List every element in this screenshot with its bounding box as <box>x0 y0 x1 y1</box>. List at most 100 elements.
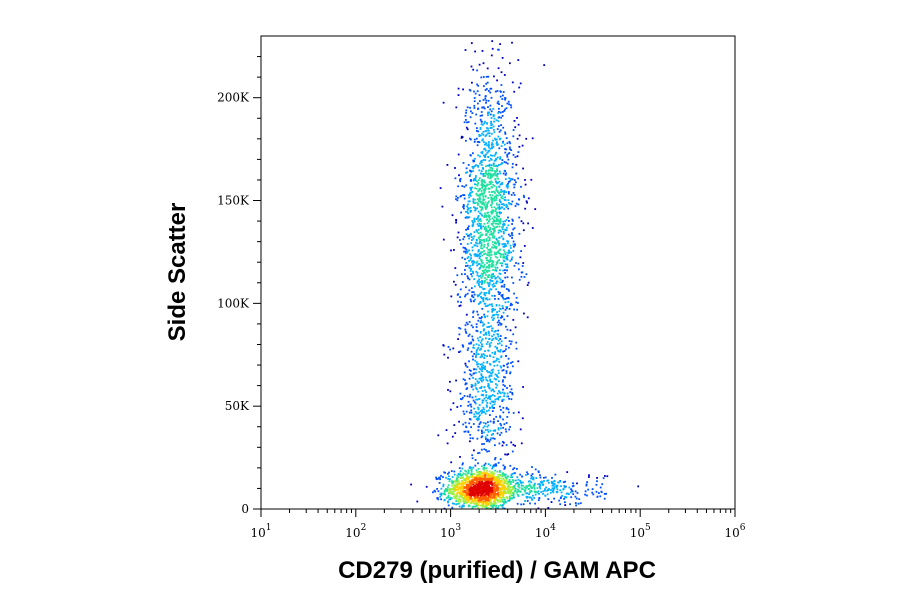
event-dot <box>484 120 486 123</box>
event-dot <box>500 285 503 288</box>
event-dot <box>499 349 502 351</box>
event-dot <box>446 442 449 445</box>
event-dot <box>505 288 508 290</box>
event-dot <box>465 210 467 213</box>
event-dot <box>455 198 457 201</box>
event-dot <box>447 478 450 480</box>
event-dot <box>477 189 480 192</box>
event-dot <box>576 492 579 494</box>
event-dot <box>441 205 444 208</box>
event-dot <box>491 167 494 170</box>
event-dot <box>447 346 450 348</box>
event-dot <box>474 502 476 505</box>
event-dots <box>410 40 640 510</box>
event-dot <box>477 494 480 496</box>
event-dot <box>504 97 506 99</box>
event-dot <box>464 330 467 333</box>
event-dot <box>509 178 512 180</box>
event-dot <box>491 491 493 493</box>
event-dot <box>497 177 500 180</box>
event-dot <box>467 347 470 350</box>
event-dot <box>470 242 473 244</box>
event-dot <box>479 473 481 475</box>
event-dot <box>497 206 499 209</box>
event-dot <box>466 206 469 209</box>
event-dot <box>495 195 497 198</box>
event-dot <box>502 141 504 144</box>
event-dot <box>453 480 456 483</box>
event-dot <box>474 487 477 490</box>
event-dot <box>484 135 487 138</box>
event-dot <box>477 107 480 110</box>
event-dot <box>493 360 496 363</box>
event-dot <box>479 421 482 424</box>
event-dot <box>555 484 558 487</box>
event-dot <box>501 98 504 100</box>
event-dot <box>467 477 470 480</box>
event-dot <box>493 484 496 487</box>
event-dot <box>495 217 498 220</box>
event-dot <box>463 121 466 124</box>
event-dot <box>481 50 484 52</box>
event-dot <box>485 404 488 407</box>
event-dot <box>531 227 534 229</box>
event-dot <box>486 247 488 249</box>
event-dot <box>528 483 531 486</box>
event-dot <box>498 207 501 209</box>
event-dot <box>479 492 481 494</box>
event-dot <box>481 280 484 283</box>
event-dot <box>464 379 466 382</box>
event-dot <box>511 166 514 169</box>
event-dot <box>502 255 505 258</box>
event-dot <box>497 241 500 243</box>
event-dot <box>490 122 492 125</box>
event-dot <box>498 164 500 166</box>
event-dot <box>496 375 498 377</box>
event-dot <box>462 88 464 91</box>
event-dot <box>487 75 490 78</box>
event-dot <box>502 296 504 299</box>
event-dot <box>501 400 504 402</box>
event-dot <box>489 127 492 129</box>
event-dot <box>517 203 520 206</box>
x-tick-label: 101 <box>250 523 271 540</box>
event-dot <box>486 425 489 428</box>
event-dot <box>504 220 507 223</box>
event-dot <box>521 475 523 478</box>
event-dot <box>526 284 529 286</box>
event-dot <box>466 483 469 486</box>
event-dot <box>495 188 498 190</box>
event-dot <box>522 484 524 487</box>
event-dot <box>487 251 489 254</box>
event-dot <box>516 476 519 479</box>
event-dot <box>494 255 497 258</box>
event-dot <box>483 190 486 193</box>
event-dot <box>503 395 505 398</box>
event-dot <box>497 372 500 375</box>
event-dot <box>518 490 521 492</box>
event-dot <box>482 361 485 364</box>
event-dot <box>477 250 480 253</box>
event-dot <box>505 477 508 479</box>
event-dot <box>542 483 545 486</box>
event-dot <box>493 493 495 496</box>
event-dot <box>508 428 511 431</box>
event-dot <box>483 466 485 469</box>
event-dot <box>473 476 476 479</box>
event-dot <box>466 121 468 124</box>
event-dot <box>489 429 492 432</box>
event-dot <box>475 241 477 244</box>
event-dot <box>482 183 485 186</box>
event-dot <box>539 487 542 490</box>
event-dot <box>494 352 496 355</box>
event-dot <box>503 257 506 259</box>
event-dot <box>492 165 495 167</box>
event-dot <box>506 263 509 266</box>
event-dot <box>524 489 527 491</box>
event-dot <box>471 112 474 114</box>
event-dot <box>470 470 473 473</box>
event-dot <box>485 491 488 493</box>
event-dot <box>518 278 521 281</box>
event-dot <box>476 264 478 267</box>
event-dot <box>478 169 481 172</box>
